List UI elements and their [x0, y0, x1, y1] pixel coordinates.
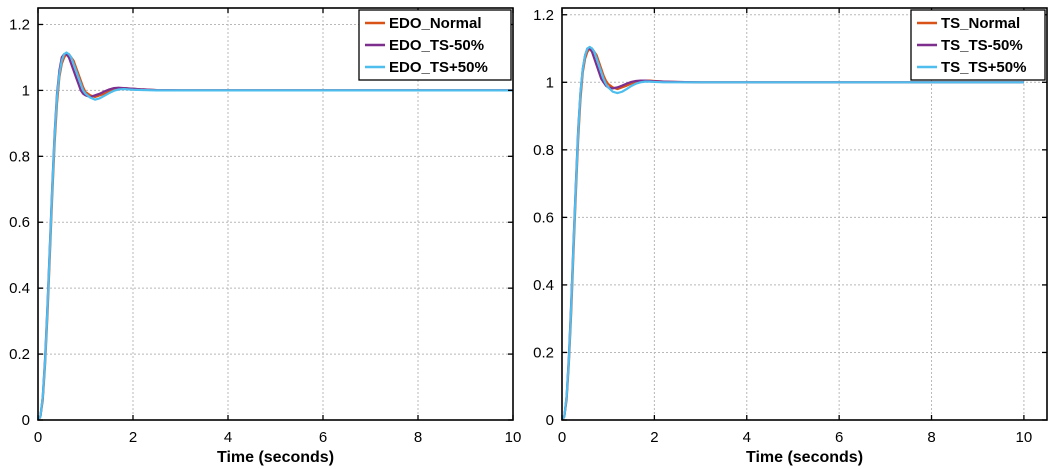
chart-ts: 0 2 4 6 8 10 0 0.2 0.4 0.6 0.8 1 1.2 Time (seconds) TS…	[533, 7, 1048, 466]
x-tick-label: 6	[319, 429, 327, 446]
x-axis-title: Time (seconds)	[217, 449, 334, 466]
x-tick-label: 0	[34, 429, 42, 446]
legend-entry: TS_Normal	[941, 15, 1020, 32]
axes-box	[561, 7, 1048, 421]
y-tick-label: 0.2	[9, 346, 30, 363]
legend-entry: EDO_TS+50%	[389, 59, 488, 76]
y-tick-label: 1	[546, 74, 554, 91]
y-tick-label: 0.8	[9, 148, 30, 165]
series-line-EDO_TS+50%	[37, 51, 513, 421]
axes-box	[37, 7, 514, 421]
x-tick-label: 8	[414, 429, 422, 446]
x-tick-label: 4	[743, 429, 751, 446]
x-tick-label: 6	[835, 429, 843, 446]
y-tick-label: 1.2	[533, 7, 554, 24]
y-tick-label: 0	[22, 412, 30, 429]
chart-edo: 0 2 4 6 8 10 0 0.2 0.4 0.6 0.8 1 1.2 Time (seconds) ED…	[9, 7, 522, 466]
x-tick-label: 10	[1016, 429, 1033, 446]
legend-entry: EDO_TS-50%	[389, 37, 484, 54]
y-tick-label: 1	[22, 82, 30, 99]
legend-entry: TS_TS+50%	[941, 59, 1026, 76]
y-tick-label: 0.8	[533, 142, 554, 159]
y-tick-label: 1.2	[9, 16, 30, 33]
x-tick-label: 2	[129, 429, 137, 446]
y-tick-label: 0.4	[9, 280, 30, 297]
y-tick-label: 0.4	[533, 277, 554, 294]
y-tick-label: 0.6	[9, 214, 30, 231]
y-tick-label: 0.6	[533, 209, 554, 226]
series-line-TS_TS+50%	[561, 45, 1024, 421]
x-tick-label: 2	[650, 429, 658, 446]
y-tick-label: 0.2	[533, 344, 554, 361]
x-axis-title: Time (seconds)	[746, 449, 863, 466]
legend-entry: TS_TS-50%	[941, 37, 1023, 54]
x-tick-label: 8	[927, 429, 935, 446]
y-tick-label: 0	[546, 412, 554, 429]
x-tick-label: 10	[505, 429, 522, 446]
legend-entry: EDO_Normal	[389, 15, 482, 32]
x-tick-label: 4	[224, 429, 232, 446]
x-tick-label: 0	[558, 429, 566, 446]
